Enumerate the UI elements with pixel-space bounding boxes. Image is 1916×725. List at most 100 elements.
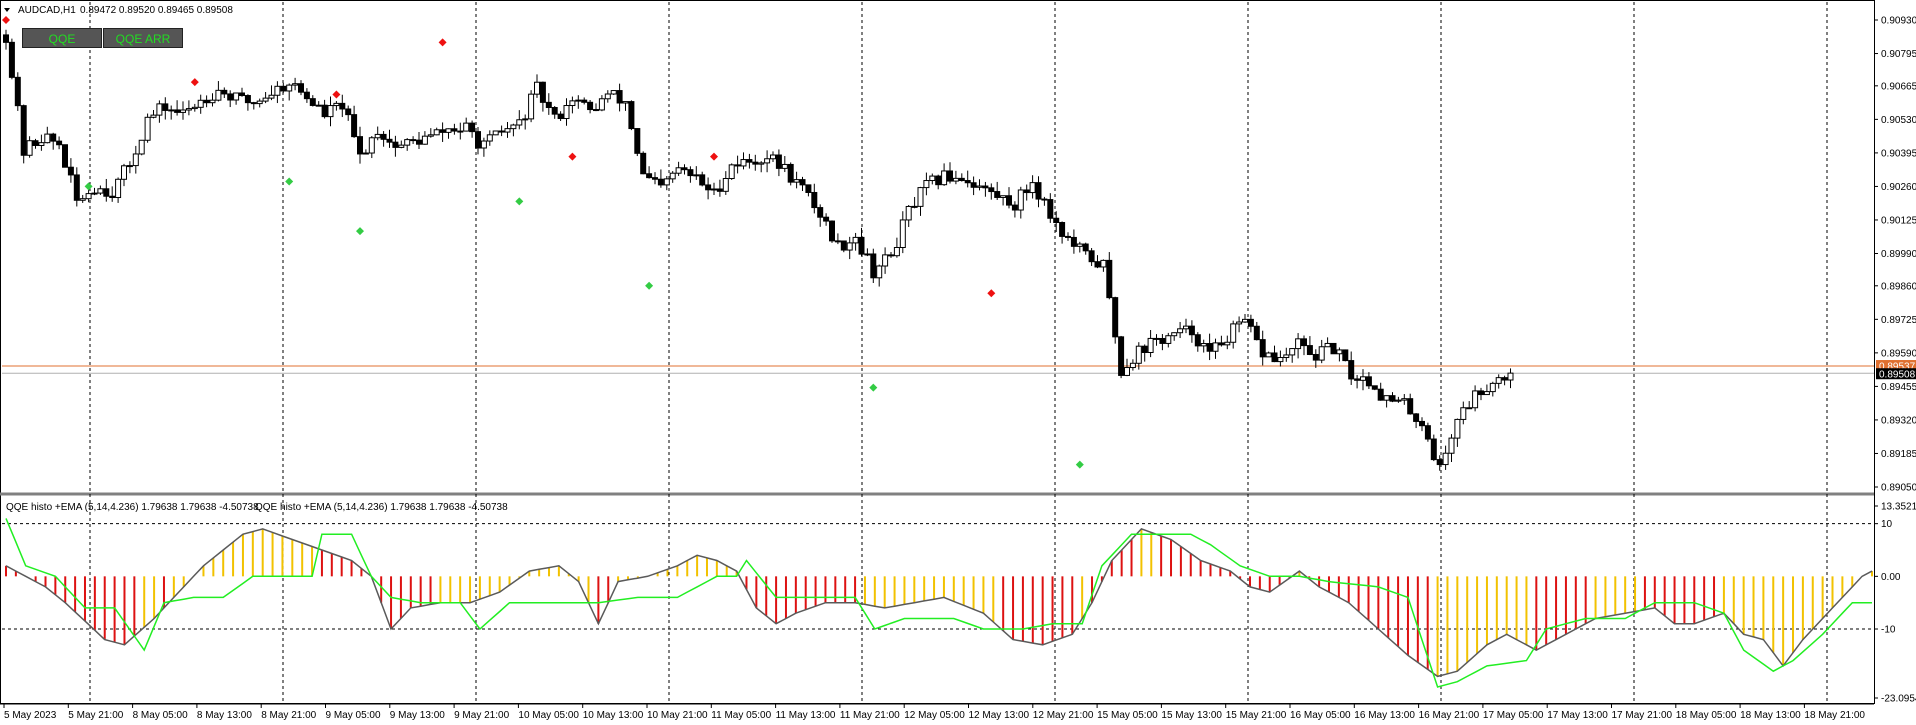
sell-arrow xyxy=(2,16,10,24)
candle xyxy=(14,72,21,111)
candle xyxy=(840,240,847,253)
candle-body xyxy=(504,128,511,133)
candle xyxy=(138,139,145,156)
candle xyxy=(209,93,216,107)
candle-body xyxy=(1413,413,1420,422)
candle xyxy=(770,151,776,163)
candle-body xyxy=(551,107,558,115)
candle-body xyxy=(1053,217,1060,224)
candle xyxy=(581,97,588,105)
candle-body xyxy=(1035,182,1042,200)
candle xyxy=(793,171,800,189)
time-tick-label: 17 May 05:00 xyxy=(1483,710,1544,721)
candle-body xyxy=(740,159,747,167)
candle xyxy=(292,77,299,91)
candle xyxy=(947,162,953,184)
candle xyxy=(327,96,334,127)
candle-body xyxy=(693,174,700,177)
candle-body xyxy=(758,162,765,165)
candle xyxy=(545,93,552,115)
candle xyxy=(362,149,369,155)
candle xyxy=(923,172,930,196)
buy-arrow xyxy=(84,182,93,191)
qqe-slow-line xyxy=(5,518,1872,688)
candle-body xyxy=(616,90,623,104)
candle xyxy=(1365,372,1372,389)
candle xyxy=(1035,176,1042,208)
candle xyxy=(180,101,186,120)
candle-body xyxy=(870,253,877,279)
candle-body xyxy=(404,139,411,146)
candle xyxy=(132,145,139,174)
candle-body xyxy=(1442,452,1449,466)
candle-body xyxy=(1312,353,1319,361)
candle xyxy=(1047,193,1054,223)
time-tick-label: 16 May 05:00 xyxy=(1290,710,1351,721)
candle xyxy=(351,105,358,138)
candle xyxy=(575,95,582,109)
time-tick-label: 17 May 21:00 xyxy=(1612,710,1673,721)
price-tick-label: 0.90260 xyxy=(1881,182,1916,193)
chart-title: AUDCAD,H1 xyxy=(18,5,76,16)
candle xyxy=(905,204,912,228)
candle-body xyxy=(115,178,122,199)
candle xyxy=(781,156,788,173)
candle xyxy=(699,171,706,187)
candle-body xyxy=(728,164,735,180)
candle-body xyxy=(805,184,812,193)
candle-body xyxy=(640,152,647,175)
candle xyxy=(870,248,877,283)
qqe-arr-button[interactable]: QQE ARR xyxy=(103,28,183,48)
candle-body xyxy=(522,118,529,121)
candle-body xyxy=(1159,338,1166,344)
candle-body xyxy=(3,34,9,43)
candle-body xyxy=(905,205,912,221)
candle-body xyxy=(498,130,505,133)
candle-body xyxy=(256,100,263,105)
candle xyxy=(50,132,57,150)
candle xyxy=(1389,392,1396,403)
candle xyxy=(256,98,263,108)
candle xyxy=(410,136,417,145)
candle xyxy=(1495,374,1502,389)
candle xyxy=(982,181,989,197)
candle xyxy=(1277,350,1284,367)
candle-body xyxy=(581,99,588,103)
candle xyxy=(486,130,493,146)
candle xyxy=(669,171,676,183)
candle-body xyxy=(604,93,611,100)
candle-body xyxy=(1171,332,1178,337)
candle-body xyxy=(952,177,959,182)
candle xyxy=(1082,242,1089,255)
candle xyxy=(20,104,27,164)
candle-body xyxy=(622,101,629,104)
candle-body xyxy=(764,158,771,164)
candle xyxy=(882,247,889,274)
candle xyxy=(994,181,1001,200)
candle xyxy=(1430,434,1437,462)
candle-body xyxy=(56,140,63,146)
candle xyxy=(333,101,340,111)
candle xyxy=(941,163,948,186)
candle-body xyxy=(752,161,759,165)
candle xyxy=(728,163,735,180)
candle xyxy=(722,171,729,195)
chart-menu-triangle-icon[interactable] xyxy=(4,8,10,12)
candle xyxy=(1029,175,1036,199)
candle xyxy=(1354,374,1361,389)
candle xyxy=(168,105,175,120)
candle-body xyxy=(451,128,458,132)
candle xyxy=(433,127,440,136)
candle xyxy=(227,90,234,108)
candle xyxy=(303,88,310,103)
price-tick-label: 0.90530 xyxy=(1881,115,1916,126)
candle xyxy=(1466,401,1473,410)
candle-body xyxy=(528,93,535,120)
ask-price-label: 0.89537 xyxy=(1879,362,1916,373)
candle xyxy=(1348,351,1355,385)
qqe-button[interactable]: QQE xyxy=(22,28,102,48)
candle xyxy=(746,153,753,169)
candle xyxy=(1129,359,1136,371)
buy-arrow xyxy=(869,383,878,392)
